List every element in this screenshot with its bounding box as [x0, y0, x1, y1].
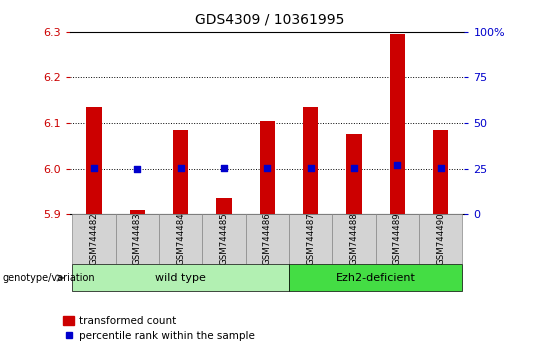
- Text: GDS4309 / 10361995: GDS4309 / 10361995: [195, 12, 345, 27]
- Point: [393, 162, 402, 168]
- Bar: [72, 264, 289, 291]
- Bar: [159, 214, 202, 264]
- Bar: [72, 214, 116, 264]
- Text: Ezh2-deficient: Ezh2-deficient: [336, 273, 416, 283]
- Bar: [419, 214, 462, 264]
- Point: [220, 165, 228, 171]
- Text: GSM744488: GSM744488: [349, 212, 359, 266]
- Bar: [390, 34, 405, 214]
- Text: GSM744486: GSM744486: [263, 212, 272, 266]
- Bar: [246, 214, 289, 264]
- Text: GSM744482: GSM744482: [90, 212, 98, 266]
- Point: [133, 166, 141, 171]
- Text: GSM744487: GSM744487: [306, 212, 315, 266]
- Point: [349, 165, 358, 171]
- Bar: [202, 214, 246, 264]
- Text: GSM744489: GSM744489: [393, 213, 402, 265]
- Point: [263, 165, 272, 171]
- Bar: [376, 214, 419, 264]
- Bar: [303, 107, 318, 214]
- Bar: [116, 214, 159, 264]
- Bar: [289, 214, 332, 264]
- Bar: [346, 135, 361, 214]
- Bar: [332, 214, 376, 264]
- Text: GSM744484: GSM744484: [176, 212, 185, 266]
- Bar: [217, 198, 232, 214]
- Point: [90, 165, 98, 171]
- Text: genotype/variation: genotype/variation: [3, 273, 96, 283]
- Text: GSM744485: GSM744485: [219, 212, 228, 266]
- Point: [177, 165, 185, 171]
- Point: [436, 165, 445, 171]
- Point: [306, 165, 315, 171]
- Bar: [289, 264, 462, 291]
- Legend: transformed count, percentile rank within the sample: transformed count, percentile rank withi…: [59, 312, 259, 345]
- Bar: [260, 121, 275, 214]
- Text: GSM744483: GSM744483: [133, 212, 142, 266]
- Bar: [173, 130, 188, 214]
- Text: wild type: wild type: [155, 273, 206, 283]
- Text: GSM744490: GSM744490: [436, 213, 445, 265]
- Bar: [86, 107, 102, 214]
- Bar: [130, 210, 145, 214]
- Bar: [433, 130, 448, 214]
